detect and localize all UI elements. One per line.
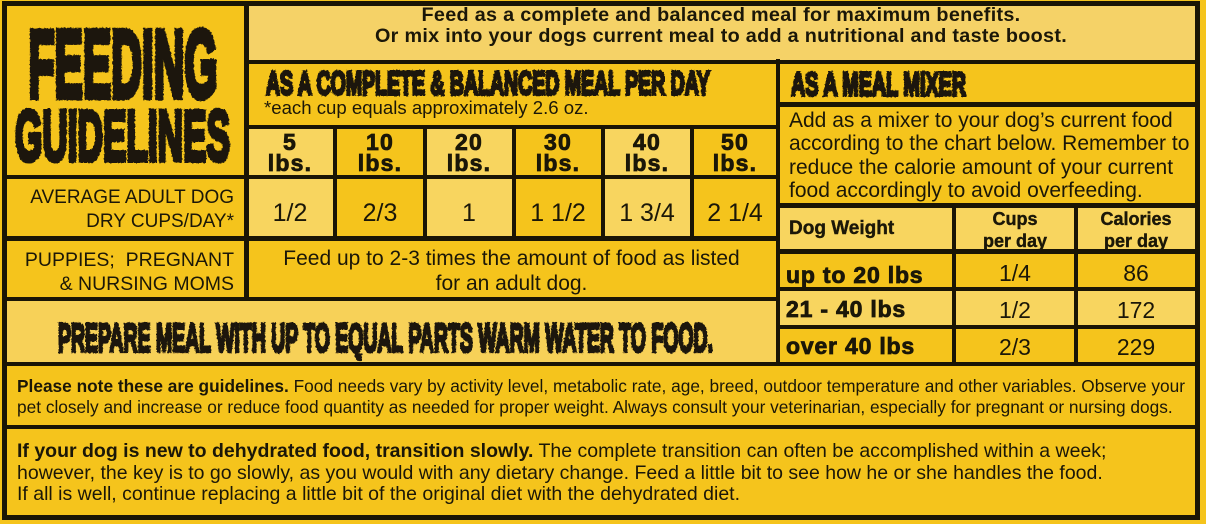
svg-text:GUIDELINES: GUIDELINES	[15, 98, 230, 177]
svg-text:PREPARE MEAL WITH UP TO EQUAL: PREPARE MEAL WITH UP TO EQUAL PARTS WARM…	[58, 316, 713, 360]
svg-text:AS A MEAL MIXER: AS A MEAL MIXER	[791, 66, 966, 103]
svg-text:FEEDING: FEEDING	[29, 11, 218, 118]
svg-text:AS A COMPLETE & BALANCED MEAL: AS A COMPLETE & BALANCED MEAL PER DAY	[266, 65, 710, 101]
